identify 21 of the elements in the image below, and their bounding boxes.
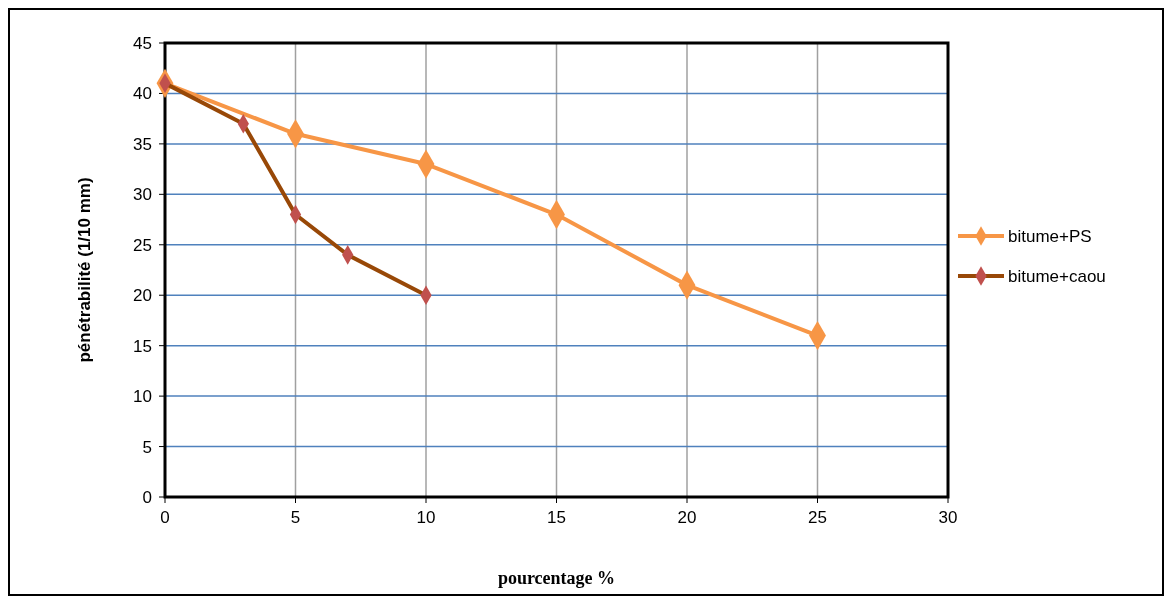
y-tick-label: 45 bbox=[133, 34, 152, 53]
y-tick-label: 0 bbox=[142, 488, 152, 507]
y-tick-label: 40 bbox=[133, 84, 152, 104]
legend-label: bitume+caou bbox=[1008, 267, 1106, 286]
y-axis-title: pénétrabilité (1/10 mm) bbox=[75, 177, 94, 363]
y-tick-label: 5 bbox=[142, 437, 152, 457]
x-tick-label: 15 bbox=[547, 508, 566, 527]
x-tick-label: 30 bbox=[938, 508, 958, 527]
y-tick-label: 15 bbox=[133, 336, 152, 356]
y-tick-label: 25 bbox=[133, 235, 152, 255]
y-tick-label: 30 bbox=[133, 185, 152, 205]
x-tick-label: 20 bbox=[677, 508, 697, 527]
x-axis-title: pourcentage % bbox=[497, 568, 616, 588]
x-tick-label: 5 bbox=[290, 508, 301, 527]
y-tick-label: 10 bbox=[133, 387, 152, 407]
x-tick-label: 0 bbox=[160, 508, 170, 527]
x-tick-label: 10 bbox=[416, 508, 436, 527]
y-tick-label: 20 bbox=[133, 286, 152, 306]
x-tick-label: 25 bbox=[808, 508, 827, 527]
y-tick-label: 35 bbox=[133, 134, 152, 154]
legend-label: bitume+PS bbox=[1008, 227, 1092, 246]
